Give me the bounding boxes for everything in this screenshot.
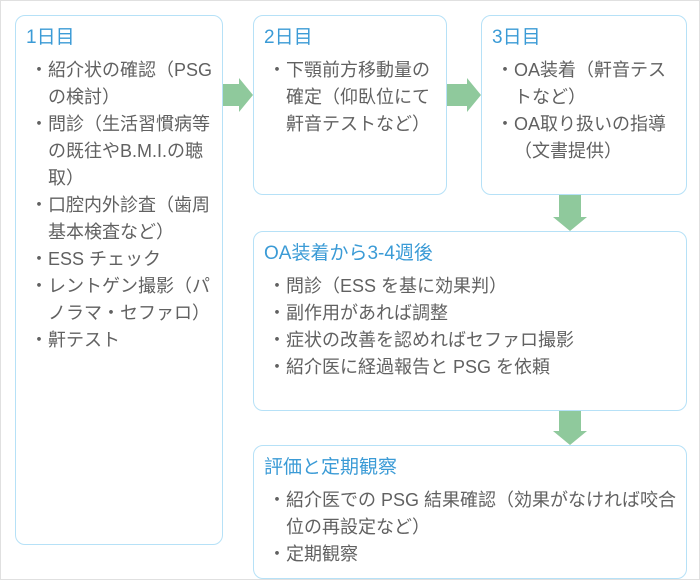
flow-box-item: ESS チェック	[30, 246, 212, 273]
flow-box-item: 問診（ESS を基に効果判）	[268, 273, 676, 300]
flow-box-list: OA装着（鼾音テストなど）OA取り扱いの指導（文書提供）	[492, 57, 676, 165]
flow-arrow-a2	[447, 78, 481, 112]
flow-box-item: 問診（生活習慣病等の既往やB.M.I.の聴取）	[30, 111, 212, 192]
flow-box-list: 紹介状の確認（PSGの検討）問診（生活習慣病等の既往やB.M.I.の聴取）口腔内…	[26, 57, 212, 354]
flow-box-evaluation: 評価と定期観察紹介医での PSG 結果確認（効果がなければ咬合位の再設定など）定…	[253, 445, 687, 579]
flow-box-item: 鼾テスト	[30, 327, 212, 354]
flow-box-day1: 1日目紹介状の確認（PSGの検討）問診（生活習慣病等の既往やB.M.I.の聴取）…	[15, 15, 223, 545]
flow-box-title: 2日目	[264, 24, 436, 53]
flow-box-item: レントゲン撮影（パノラマ・セファロ）	[30, 273, 212, 327]
flow-box-item: OA取り扱いの指導（文書提供）	[496, 111, 676, 165]
flow-arrow-a1	[223, 78, 253, 112]
flow-box-list: 下顎前方移動量の確定（仰臥位にて鼾音テストなど）	[264, 57, 436, 138]
flow-box-item: 紹介医での PSG 結果確認（効果がなければ咬合位の再設定など）	[268, 487, 676, 541]
flow-box-day3: 3日目 OA装着（鼾音テストなど）OA取り扱いの指導（文書提供）	[481, 15, 687, 195]
flow-box-title: 評価と定期観察	[264, 454, 676, 483]
flow-box-item: 定期観察	[268, 541, 676, 568]
flow-box-item: 症状の改善を認めればセファロ撮影	[268, 327, 676, 354]
flow-arrow-a3	[553, 195, 587, 231]
flow-box-item: OA装着（鼾音テストなど）	[496, 57, 676, 111]
flow-box-title: 3日目	[492, 24, 676, 53]
flow-box-list: 紹介医での PSG 結果確認（効果がなければ咬合位の再設定など）定期観察	[264, 487, 676, 568]
flow-box-title: OA装着から3-4週後	[264, 240, 676, 269]
flow-arrow-a4	[553, 411, 587, 445]
flow-box-day2: 2日目下顎前方移動量の確定（仰臥位にて鼾音テストなど）	[253, 15, 447, 195]
flow-box-item: 副作用があれば調整	[268, 300, 676, 327]
flow-box-list: 問診（ESS を基に効果判）副作用があれば調整症状の改善を認めればセファロ撮影紹…	[264, 273, 676, 381]
flow-box-item: 口腔内外診査（歯周基本検査など）	[30, 192, 212, 246]
flow-box-item: 下顎前方移動量の確定（仰臥位にて鼾音テストなど）	[268, 57, 436, 138]
flow-box-item: 紹介医に経過報告と PSG を依頼	[268, 354, 676, 381]
flow-box-title: 1日目	[26, 24, 212, 53]
flow-box-followup: OA装着から3-4週後問診（ESS を基に効果判）副作用があれば調整症状の改善を…	[253, 231, 687, 411]
flow-box-item: 紹介状の確認（PSGの検討）	[30, 57, 212, 111]
